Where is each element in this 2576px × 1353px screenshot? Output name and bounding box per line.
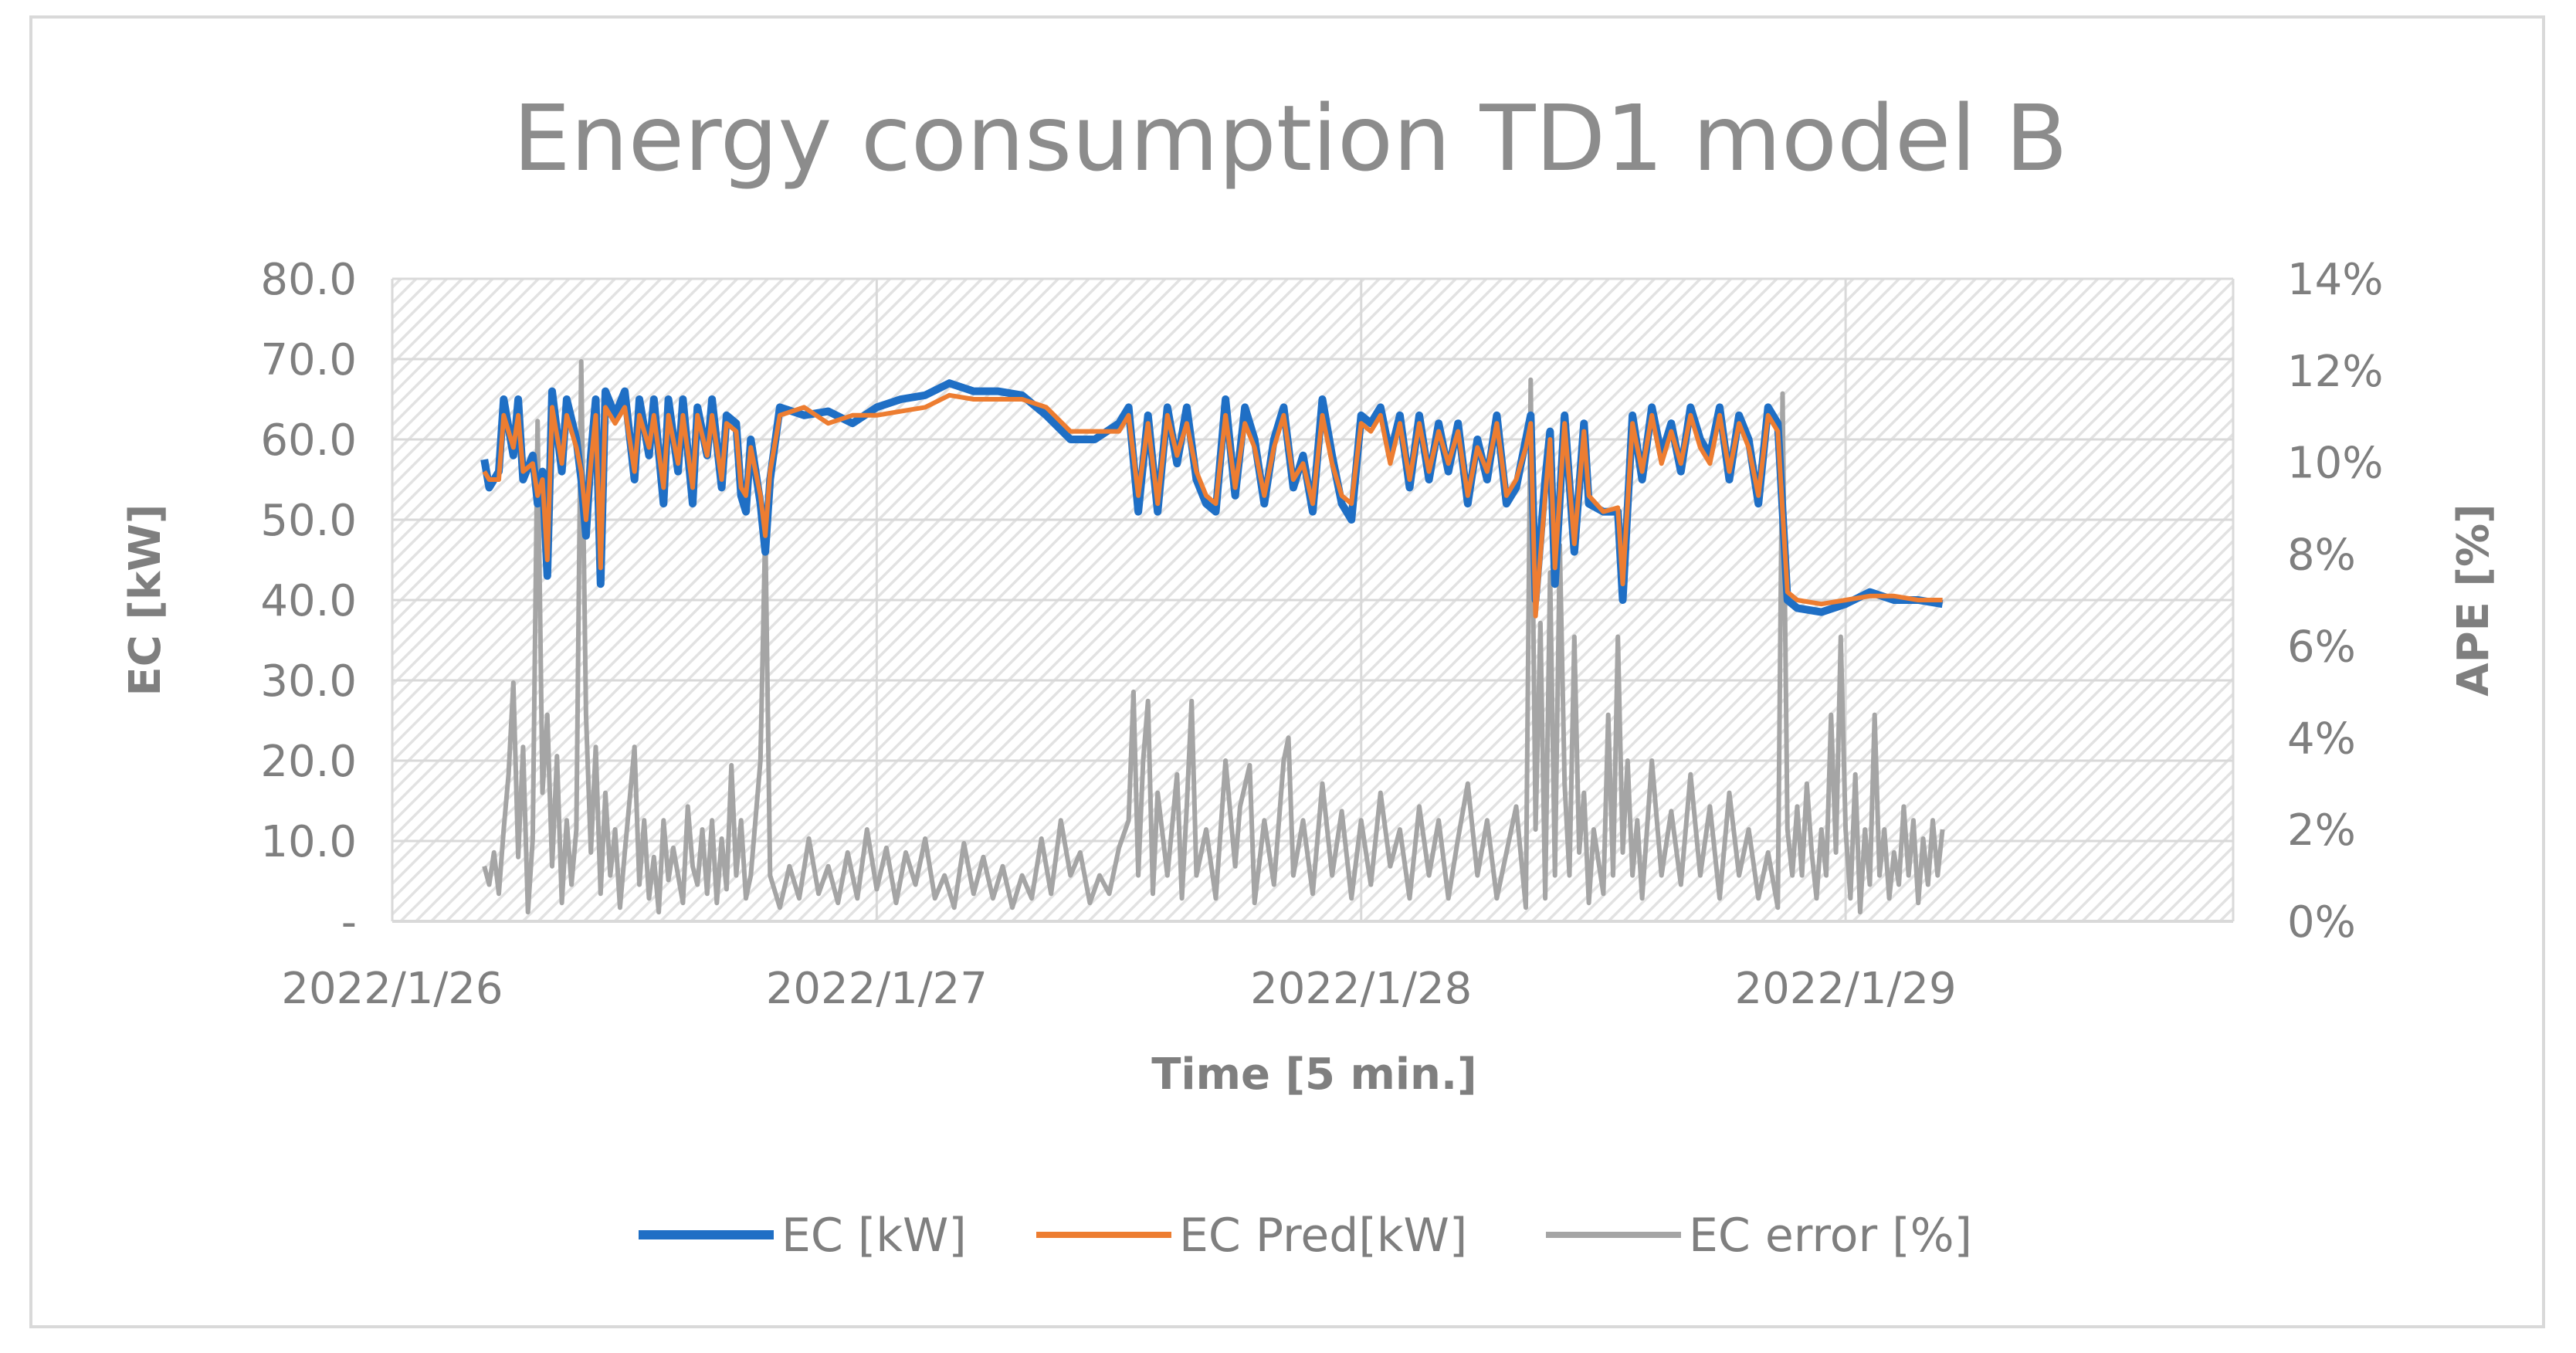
legend-label-ec: EC [kW] <box>781 1209 967 1263</box>
y-tick-label: 10.0 <box>260 817 357 867</box>
y-tick-label: 80.0 <box>260 255 357 305</box>
y2-tick-label: 4% <box>2287 714 2356 764</box>
chart-title: Energy consumption TD1 model B <box>513 85 2068 192</box>
y-tick-label: 40.0 <box>260 576 357 626</box>
legend-label-ec-error: EC error [%] <box>1689 1209 1972 1263</box>
y-tick-label: 70.0 <box>260 335 357 385</box>
y-axis-title: EC [kW] <box>120 504 171 696</box>
x-tick-label: 2022/1/29 <box>1735 964 1957 1014</box>
y2-tick-label: 14% <box>2287 255 2383 305</box>
y-tick-label: - <box>341 897 357 948</box>
series-line-ec-error <box>482 359 1945 915</box>
chart-frame: Energy consumption TD1 model B - 10.0 20.0… <box>29 15 2545 1328</box>
chart-svg: Energy consumption TD1 model B - 10.0 20.0… <box>120 85 2499 1263</box>
legend-label-ec-pred: EC Pred[kW] <box>1179 1209 1467 1263</box>
grid-layer <box>391 277 2235 923</box>
y2-tick-label: 12% <box>2287 347 2383 397</box>
tick-layer: - 10.0 20.0 30.0 40.0 50.0 60.0 70.0 80.0 2022/1/… <box>260 255 2383 1014</box>
x-tick-label: 2022/1/26 <box>281 964 503 1014</box>
y2-axis-title: APE [%] <box>2449 504 2499 696</box>
y-tick-label: 30.0 <box>260 656 357 707</box>
y2-tick-label: 6% <box>2287 622 2356 672</box>
x-tick-label: 2022/1/27 <box>766 964 988 1014</box>
legend: EC [kW] EC Pred[kW] EC error [%] <box>639 1209 1972 1263</box>
series-layer <box>480 359 1945 915</box>
series-line-ec-pred <box>482 392 1943 619</box>
y2-tick-label: 8% <box>2287 531 2356 581</box>
y-tick-label: 50.0 <box>260 496 357 546</box>
x-tick-label: 2022/1/28 <box>1250 964 1472 1014</box>
y-tick-label: 20.0 <box>260 737 357 787</box>
legend-item-ec[interactable]: EC [kW] <box>639 1209 967 1263</box>
y2-tick-label: 10% <box>2287 439 2383 489</box>
y2-tick-label: 0% <box>2287 897 2356 948</box>
y-tick-label: 60.0 <box>260 415 357 466</box>
legend-item-ec-error[interactable]: EC error [%] <box>1546 1209 1972 1263</box>
y2-tick-label: 2% <box>2287 805 2356 856</box>
x-axis-title: Time [5 min.] <box>1151 1050 1477 1100</box>
legend-item-ec-pred[interactable]: EC Pred[kW] <box>1036 1209 1467 1263</box>
